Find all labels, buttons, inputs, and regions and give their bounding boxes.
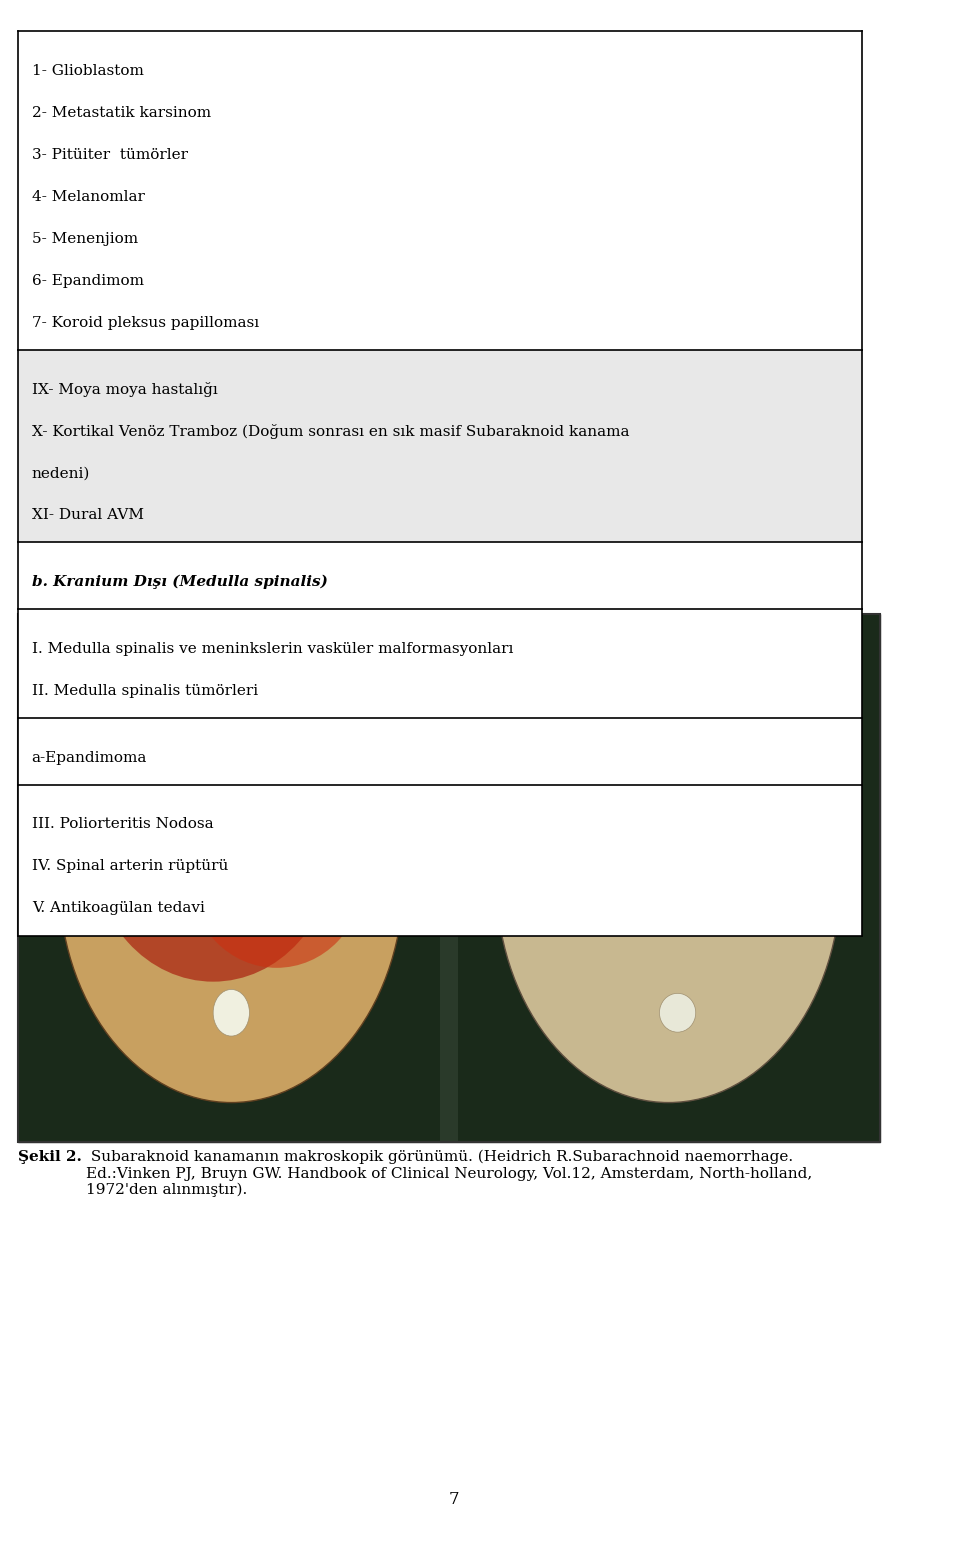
Bar xyxy=(18,31,862,350)
Text: 3- Pitüiter  tümörler: 3- Pitüiter tümörler xyxy=(32,148,188,162)
Text: IX- Moya moya hastalığı: IX- Moya moya hastalığı xyxy=(32,382,218,396)
Ellipse shape xyxy=(190,788,363,968)
Text: Şekil 2.: Şekil 2. xyxy=(18,1150,82,1164)
Ellipse shape xyxy=(169,810,222,853)
Bar xyxy=(458,614,880,1142)
Text: a-Epandimoma: a-Epandimoma xyxy=(32,751,147,765)
Text: III. Poliorteritis Nodosa: III. Poliorteritis Nodosa xyxy=(32,817,213,831)
Text: 5- Menenjiom: 5- Menenjiom xyxy=(32,232,138,246)
Text: b. Kranium Dışı (Medulla spinalis): b. Kranium Dışı (Medulla spinalis) xyxy=(32,575,327,589)
Ellipse shape xyxy=(646,831,691,862)
Bar xyxy=(18,609,862,718)
Bar xyxy=(18,350,862,542)
Ellipse shape xyxy=(247,796,288,867)
Ellipse shape xyxy=(207,803,255,859)
Ellipse shape xyxy=(287,789,321,873)
Ellipse shape xyxy=(59,653,403,1102)
Text: IV. Spinal arterin rüptürü: IV. Spinal arterin rüptürü xyxy=(32,859,228,873)
Text: nedeni): nedeni) xyxy=(32,466,90,480)
Ellipse shape xyxy=(496,653,841,1102)
Text: 7: 7 xyxy=(448,1492,459,1507)
Ellipse shape xyxy=(92,712,334,982)
Text: 6- Epandimom: 6- Epandimom xyxy=(32,274,144,287)
Text: II. Medulla spinalis tümörleri: II. Medulla spinalis tümörleri xyxy=(32,684,258,698)
Ellipse shape xyxy=(578,803,614,859)
Ellipse shape xyxy=(611,796,654,836)
Bar xyxy=(18,542,862,609)
Text: 1- Glioblastom: 1- Glioblastom xyxy=(32,64,144,78)
Text: Subaraknoid kanamanın makroskopik görünümü. (Heidrich R.Subarachnoid naemorrhage: Subaraknoid kanamanın makroskopik görünü… xyxy=(86,1150,812,1197)
Bar xyxy=(18,614,880,1142)
Bar xyxy=(18,785,862,936)
Text: 7- Koroid pleksus papilloması: 7- Koroid pleksus papilloması xyxy=(32,315,259,329)
Text: XI- Dural AVM: XI- Dural AVM xyxy=(32,508,144,522)
Text: 2- Metastatik karsinom: 2- Metastatik karsinom xyxy=(32,106,211,120)
Text: X- Kortikal Venöz Tramboz (Doğum sonrası en sık masif Subaraknoid kanama: X- Kortikal Venöz Tramboz (Doğum sonrası… xyxy=(32,424,629,438)
Bar xyxy=(18,614,440,1142)
Bar xyxy=(18,718,862,785)
Text: I. Medulla spinalis ve meninkslerin vasküler malformasyonları: I. Medulla spinalis ve meninkslerin vask… xyxy=(32,642,514,656)
Ellipse shape xyxy=(132,811,186,850)
Text: V. Antikoagülan tedavi: V. Antikoagülan tedavi xyxy=(32,901,204,915)
Ellipse shape xyxy=(546,813,573,881)
Ellipse shape xyxy=(723,788,759,844)
Ellipse shape xyxy=(213,990,250,1037)
Ellipse shape xyxy=(660,993,696,1032)
Bar xyxy=(18,614,880,1142)
Ellipse shape xyxy=(763,813,791,881)
Ellipse shape xyxy=(684,811,727,852)
Text: 4- Melanomlar: 4- Melanomlar xyxy=(32,190,145,204)
